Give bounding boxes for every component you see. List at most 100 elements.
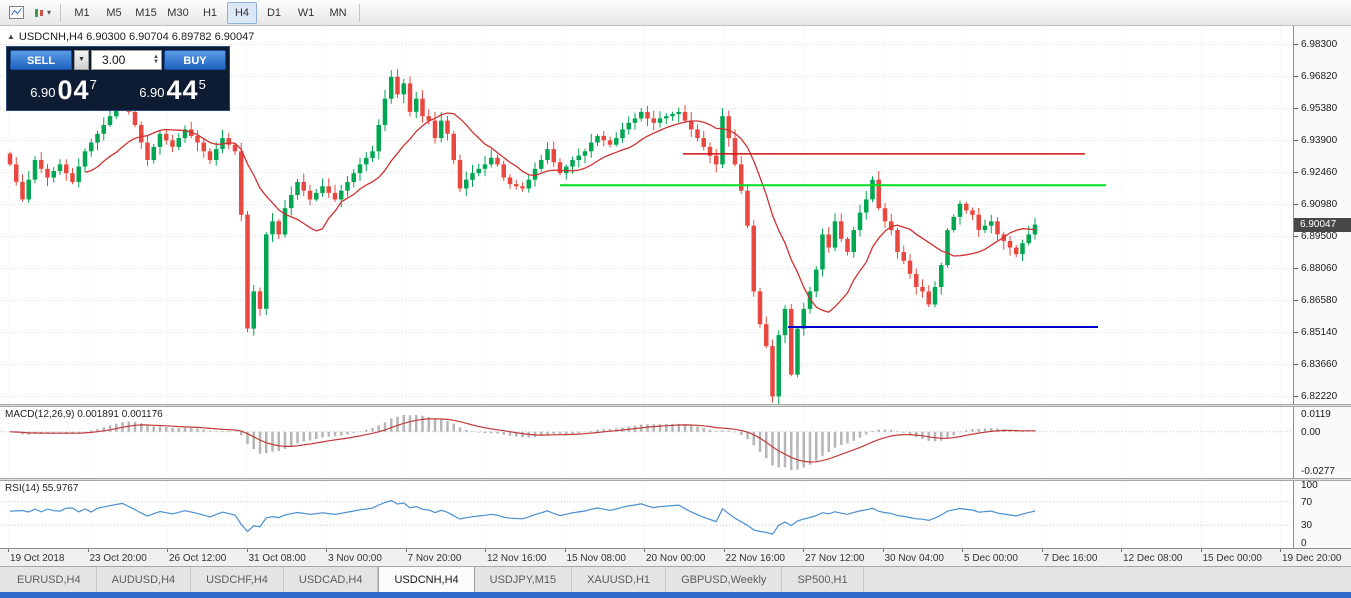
timeframe-button-m1[interactable]: M1 <box>74 6 90 19</box>
macd-canvas[interactable] <box>0 407 1293 478</box>
price-scale-tick <box>1294 332 1298 333</box>
rsi-canvas[interactable] <box>0 481 1293 548</box>
price-scale-label: 6.96820 <box>1301 71 1338 82</box>
macd-label: MACD(12,26,9) 0.001891 0.001176 <box>5 409 163 420</box>
sell-button[interactable]: SELL <box>10 50 72 70</box>
rsi-label: RSI(14) 55.9767 <box>5 483 79 494</box>
panel-splitter[interactable] <box>0 478 1351 481</box>
price-scale-label: 6.88060 <box>1301 263 1338 274</box>
current-price-badge: 6.90047 <box>1294 218 1351 232</box>
window-bottom-edge <box>0 592 1351 598</box>
time-axis-label: 7 Nov 20:00 <box>407 553 462 564</box>
rsi-axis-label: 30 <box>1301 520 1313 532</box>
rsi-axis-label: 70 <box>1301 496 1313 508</box>
time-axis-label: 15 Dec 00:00 <box>1202 553 1263 564</box>
macd-axis-label: 0.00 <box>1301 426 1321 438</box>
macd-panel[interactable]: MACD(12,26,9) 0.001891 0.001176 <box>0 407 1293 478</box>
rsi-axis-label: 0 <box>1301 538 1307 549</box>
trade-prices-row: 6.90 04 7 6.90 44 5 <box>7 72 229 110</box>
price-scale-tick <box>1294 76 1298 77</box>
collapse-arrow-icon[interactable]: ▲ <box>7 32 15 41</box>
price-scale-tick <box>1294 172 1298 173</box>
mini-chart-icon <box>8 6 24 19</box>
volume-input[interactable]: 3.00 ▲ ▼ <box>91 50 162 70</box>
toolbar-separator <box>60 3 61 22</box>
time-axis-label: 19 Oct 2018 <box>10 553 65 564</box>
time-axis-label: 15 Nov 08:00 <box>566 553 627 564</box>
price-scale-label: 6.90980 <box>1301 199 1338 210</box>
rsi-axis-label: 100 <box>1301 480 1318 491</box>
timeframe-button-h1[interactable]: H1 <box>202 6 218 19</box>
time-axis-tick <box>644 549 645 552</box>
rsi-panel[interactable]: RSI(14) 55.9767 <box>0 481 1293 548</box>
price-scale-tick <box>1294 396 1298 397</box>
price-scale-tick <box>1294 108 1298 109</box>
macd-signal-line <box>9 418 1035 463</box>
main-chart-panel[interactable]: ▲ USDCNH,H4 6.90300 6.90704 6.89782 6.900… <box>0 26 1293 404</box>
time-axis-label: 22 Nov 16:00 <box>725 553 786 564</box>
time-axis-label: 12 Dec 08:00 <box>1123 553 1183 564</box>
price-scale[interactable]: 6.90047 6.98300 6.96820 6.95380 6.93900 6.92… <box>1293 26 1351 549</box>
time-axis-tick <box>485 549 486 552</box>
ask-price[interactable]: 6.90 44 5 <box>118 72 227 106</box>
spinner-down-icon[interactable]: ▼ <box>153 59 159 65</box>
time-axis-tick <box>1041 549 1043 552</box>
time-axis-tick <box>882 549 884 552</box>
buy-button[interactable]: BUY <box>164 50 226 70</box>
timeframe-button-h4[interactable]: H4 <box>227 1 257 24</box>
timeframe-button-mn[interactable]: MN <box>329 6 347 19</box>
chart-style-button[interactable]: ▾ <box>30 2 54 24</box>
main-chart-canvas[interactable] <box>0 26 1293 404</box>
price-scale-tick <box>1294 364 1298 365</box>
chart-window-icon[interactable] <box>4 2 28 24</box>
bottom-tab-audusd-h4[interactable]: AUDUSD,H4 <box>97 567 192 592</box>
time-axis-label: 31 Oct 08:00 <box>248 553 306 564</box>
price-scale-label: 6.89500 <box>1301 231 1338 242</box>
bottom-tab-xauusd-h1[interactable]: XAUUSD,H1 <box>572 567 667 592</box>
volume-value: 3.00 <box>102 53 126 67</box>
timeframe-button-w1[interactable]: W1 <box>297 6 315 19</box>
price-scale-label: 6.83660 <box>1301 359 1338 370</box>
price-scale-label: 6.86580 <box>1301 295 1338 306</box>
bottom-tab-usdchf-h4[interactable]: USDCHF,H4 <box>191 567 284 592</box>
price-scale-tick <box>1294 268 1298 269</box>
volume-spinner[interactable]: ▲ ▼ <box>153 54 159 65</box>
bid-price[interactable]: 6.90 04 7 <box>9 72 118 106</box>
bottom-tab-usdjpy-m15[interactable]: USDJPY,M15 <box>475 567 573 592</box>
ask-pip-digit: 5 <box>198 77 206 92</box>
time-axis-tick <box>246 549 248 552</box>
price-scale-label: 6.98300 <box>1301 39 1338 50</box>
timeframe-button-m5[interactable]: M5 <box>106 6 122 19</box>
spinner-up-icon[interactable]: ▲ <box>153 54 159 60</box>
price-scale-tick <box>1294 44 1298 45</box>
bottom-tab-eurusd-h4[interactable]: EURUSD,H4 <box>2 567 97 592</box>
panel-splitter[interactable] <box>0 404 1351 407</box>
candlestick-style-icon <box>34 8 43 17</box>
bottom-tab-sp500-h1[interactable]: SP500,H1 <box>782 567 864 592</box>
time-axis[interactable]: 19 Oct 2018 23 Oct 20:00 26 Oct 12:00 31 Oc… <box>0 548 1351 566</box>
bottom-tab-usdcad-h4[interactable]: USDCAD,H4 <box>284 567 379 592</box>
time-axis-label: 23 Oct 20:00 <box>89 553 147 564</box>
top-toolbar: ▾ M1 M5 M15 M30 H1 H4 D1 W1 MN <box>0 0 1351 26</box>
timeframe-button-m15[interactable]: M15 <box>135 6 157 19</box>
time-axis-label: 3 Nov 00:00 <box>328 553 382 564</box>
bottom-tab-usdcnh-h4[interactable]: USDCNH,H4 <box>378 567 475 592</box>
time-axis-tick <box>1280 549 1281 552</box>
price-scale-label: 6.92460 <box>1301 167 1338 178</box>
time-axis-label: 12 Nov 16:00 <box>487 553 547 564</box>
ask-prefix: 6.90 <box>139 85 165 100</box>
time-axis-tick <box>723 549 725 552</box>
time-axis-tick <box>1121 549 1122 552</box>
time-axis-tick <box>326 549 327 552</box>
price-scale-tick <box>1294 140 1298 141</box>
time-axis-tick <box>8 549 9 552</box>
bottom-tab-gbpusd-weekly[interactable]: GBPUSD,Weekly <box>666 567 783 592</box>
time-axis-tick <box>1200 549 1202 552</box>
macd-histogram <box>8 414 1037 471</box>
volume-dropdown-button[interactable]: ▼ <box>74 50 89 70</box>
dropdown-arrow-icon: ▾ <box>46 8 51 17</box>
price-scale-label: 6.95380 <box>1301 103 1338 114</box>
timeframe-button-d1[interactable]: D1 <box>266 6 282 19</box>
price-scale-label: 6.82220 <box>1301 391 1338 402</box>
timeframe-button-m30[interactable]: M30 <box>167 6 189 19</box>
